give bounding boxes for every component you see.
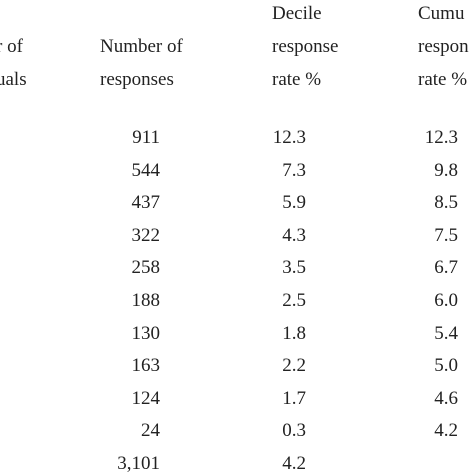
- cell-text: 6.7: [434, 257, 458, 279]
- cell-text: 24: [141, 420, 160, 442]
- cell-text: 5.9: [282, 192, 306, 214]
- cell-text: 3,101: [117, 453, 160, 474]
- header-text: rate %: [418, 69, 468, 90]
- cell-text: 8.5: [434, 192, 458, 214]
- cell-text: 7.5: [434, 224, 458, 246]
- cell-text: 7.3: [282, 159, 306, 181]
- header-text: uals: [0, 69, 27, 90]
- cell-text: 4.2: [434, 420, 458, 442]
- cell-text: 3.5: [282, 257, 306, 279]
- cell-text: 9.8: [434, 159, 458, 181]
- cell-text: 12.3: [272, 127, 306, 148]
- cell-text: 4.6: [434, 387, 458, 409]
- header-text: Number of: [100, 36, 183, 57]
- header-text: r of: [0, 36, 23, 57]
- header-text: response: [272, 36, 339, 57]
- header-text: Decile: [272, 3, 322, 24]
- cell-text: 2.2: [282, 355, 306, 377]
- cell-text: 544: [131, 159, 161, 181]
- cell-text: 1.8: [282, 322, 306, 344]
- cell-text: 188: [131, 290, 161, 311]
- cell-text: 6.0: [434, 290, 458, 311]
- cell-text: 4.2: [282, 453, 306, 474]
- cell-text: 130: [131, 322, 161, 344]
- cell-text: 0.3: [282, 420, 306, 442]
- cell-text: 911: [132, 127, 160, 148]
- cell-text: 258: [131, 257, 161, 279]
- cell-text: 124: [131, 387, 161, 409]
- cell-text: 5.4: [434, 322, 458, 344]
- header-text: Cumu: [418, 3, 465, 24]
- cell-text: 2.5: [282, 290, 306, 311]
- cell-text: 322: [131, 224, 161, 246]
- cell-text: 163: [131, 355, 161, 377]
- cell-text: 12.3: [424, 127, 458, 148]
- header-text: respon: [418, 36, 469, 57]
- cell-text: 1.7: [282, 387, 306, 409]
- cell-text: 4.3: [282, 224, 306, 246]
- cell-text: 5.0: [434, 355, 458, 377]
- header-text: rate %: [272, 69, 322, 90]
- cell-text: 437: [131, 192, 161, 214]
- header-text: responses: [100, 69, 174, 90]
